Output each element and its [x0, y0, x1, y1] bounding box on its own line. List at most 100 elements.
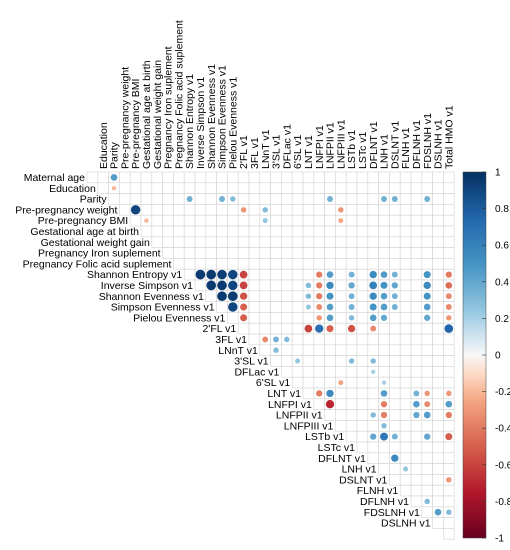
- correlation-circle: [325, 400, 335, 409]
- grid-cell: [410, 495, 423, 508]
- grid-cell: [399, 333, 412, 346]
- grid-cell: [205, 225, 217, 238]
- correlation-circle: [369, 270, 377, 279]
- correlation-circle: [369, 292, 377, 300]
- correlation-circle: [424, 498, 430, 505]
- grid-cell: [313, 236, 325, 248]
- column-label-3fl-v1: 3FL v1: [249, 137, 261, 169]
- grid-cell: [432, 333, 444, 346]
- grid-cell: [367, 258, 379, 270]
- grid-cell: [302, 355, 315, 367]
- grid-cell: [389, 236, 401, 248]
- grid-cell: [443, 495, 455, 508]
- grid-cell: [237, 247, 250, 259]
- grid-cell: [335, 193, 347, 205]
- grid-cell: [432, 409, 444, 421]
- grid-cell: [421, 441, 433, 454]
- grid-cell: [356, 344, 369, 356]
- grid-cell: [410, 268, 423, 281]
- grid-cell: [432, 366, 444, 378]
- grid-cell: [356, 182, 369, 194]
- column-label-pre-pregnancy-weight: Pre-pregnancy weight: [119, 67, 131, 169]
- grid-cell: [248, 258, 261, 270]
- grid-cell: [173, 204, 185, 216]
- grid-cell: [378, 344, 390, 356]
- correlation-circle: [379, 432, 389, 441]
- grid-cell: [194, 182, 207, 194]
- grid-cell: [281, 290, 293, 302]
- grid-cell: [443, 528, 455, 540]
- grid-cell: [367, 171, 379, 184]
- grid-cell: [399, 430, 412, 443]
- grid-cell: [281, 225, 293, 238]
- grid-cell: [194, 236, 207, 248]
- grid-cell: [389, 387, 401, 400]
- grid-cell: [399, 387, 412, 400]
- grid-cell: [281, 279, 293, 292]
- correlation-circle: [316, 293, 323, 300]
- grid-cell: [399, 355, 412, 367]
- grid-cell: [345, 193, 358, 205]
- grid-cell: [291, 225, 304, 238]
- grid-cell: [335, 333, 347, 346]
- grid-cell: [313, 171, 325, 184]
- grid-cell: [410, 290, 423, 302]
- grid-cell: [356, 204, 369, 216]
- grid-cell: [335, 344, 347, 356]
- grid-cell: [389, 376, 401, 389]
- grid-cell: [356, 236, 369, 248]
- grid-cell: [335, 322, 347, 335]
- grid-cell: [356, 258, 369, 270]
- grid-cell: [421, 225, 433, 238]
- grid-cell: [345, 333, 358, 346]
- grid-cell: [281, 247, 293, 259]
- grid-cell: [345, 430, 358, 443]
- correlation-circle: [445, 400, 453, 408]
- grid-cell: [140, 182, 153, 194]
- grid-cell: [119, 193, 131, 205]
- grid-cell: [432, 204, 444, 216]
- correlation-circle: [130, 205, 141, 215]
- grid-cell: [432, 430, 444, 443]
- grid-cell: [324, 214, 336, 227]
- grid-cell: [378, 452, 390, 464]
- grid-cell: [389, 225, 401, 238]
- grid-cell: [162, 204, 174, 216]
- grid-cell: [227, 171, 239, 184]
- correlation-circle: [424, 196, 431, 202]
- grid-cell: [356, 193, 369, 205]
- grid-cell: [259, 344, 271, 356]
- correlation-circle: [380, 390, 388, 397]
- grid-cell: [291, 366, 304, 378]
- correlation-circle: [381, 380, 387, 385]
- correlation-circle: [316, 315, 322, 321]
- grid-cell: [421, 484, 433, 497]
- grid-cell: [432, 387, 444, 400]
- grid-cell: [194, 225, 207, 238]
- column-label-total-hmo-v1: Total HMO v1: [443, 105, 455, 169]
- row-label-simpson-evenness-v1: Simpson Evenness v1: [111, 302, 215, 314]
- correlation-circle: [240, 207, 247, 213]
- correlation-circle: [326, 314, 334, 322]
- grid-cell: [162, 193, 174, 205]
- row-label-lstc-v1: LSTc v1: [318, 442, 356, 454]
- grid-cell: [410, 258, 423, 270]
- grid-cell: [140, 193, 153, 205]
- row-label-dslnt-v1: DSLNT v1: [339, 474, 387, 486]
- correlation-circle: [423, 411, 431, 419]
- grid-cell: [345, 344, 358, 356]
- column-label-dslnh-v1: DSLNH v1: [433, 119, 445, 169]
- grid-cell: [248, 290, 261, 302]
- grid-cell: [432, 344, 444, 356]
- grid-cell: [194, 214, 207, 227]
- grid-cell: [389, 355, 401, 367]
- legend-tick-label: 1: [495, 168, 501, 179]
- grid-cell: [291, 279, 304, 292]
- row-label-pregnancy-folic-acid-suplement: Pregnancy Folic acid suplement: [23, 258, 172, 270]
- grid-cell: [183, 171, 196, 184]
- grid-cell: [216, 182, 228, 194]
- grid-cell: [443, 355, 455, 367]
- correlation-circle: [327, 196, 333, 202]
- grid-cell: [421, 344, 433, 356]
- grid-cell: [421, 355, 433, 367]
